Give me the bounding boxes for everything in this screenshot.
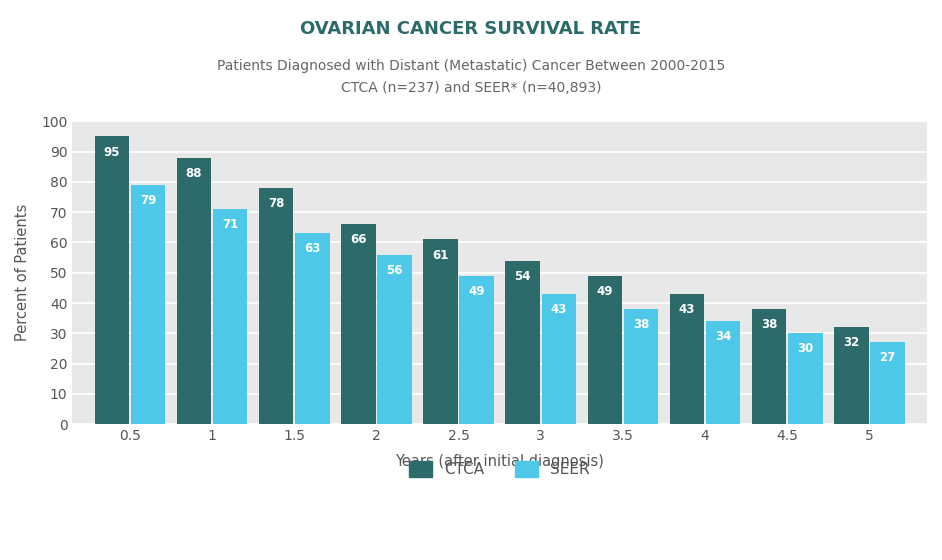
Bar	[94, 137, 129, 424]
Text: 71: 71	[222, 218, 238, 231]
Text: 38: 38	[761, 318, 777, 331]
Text: 49: 49	[468, 285, 485, 298]
Text: 78: 78	[268, 197, 284, 210]
Bar	[624, 309, 658, 424]
Bar	[870, 342, 905, 424]
Bar	[131, 185, 165, 424]
Bar	[588, 276, 622, 424]
Text: CTCA (n=237) and SEER* (n=40,893): CTCA (n=237) and SEER* (n=40,893)	[341, 81, 601, 95]
X-axis label: Years (after initial diagnosis): Years (after initial diagnosis)	[396, 454, 604, 469]
Text: 30: 30	[797, 342, 814, 356]
Text: 56: 56	[386, 264, 403, 277]
Bar	[341, 224, 376, 424]
Text: 32: 32	[843, 337, 859, 349]
Text: 34: 34	[715, 330, 731, 343]
Text: 27: 27	[880, 352, 896, 365]
Bar	[259, 188, 293, 424]
Bar	[377, 255, 412, 424]
Bar	[295, 234, 330, 424]
Text: 95: 95	[104, 146, 120, 158]
Text: 38: 38	[633, 318, 649, 331]
Y-axis label: Percent of Patients: Percent of Patients	[15, 204, 30, 342]
Text: 66: 66	[350, 234, 366, 246]
Text: 61: 61	[432, 249, 448, 262]
Text: 49: 49	[596, 285, 613, 298]
Text: 54: 54	[514, 270, 531, 283]
Text: OVARIAN CANCER SURVIVAL RATE: OVARIAN CANCER SURVIVAL RATE	[300, 20, 642, 38]
Text: 79: 79	[139, 194, 156, 207]
Legend: CTCA, SEER: CTCA, SEER	[403, 455, 596, 483]
Text: Patients Diagnosed with Distant (Metastatic) Cancer Between 2000-2015: Patients Diagnosed with Distant (Metasta…	[217, 59, 725, 73]
Bar	[460, 276, 494, 424]
Text: 63: 63	[304, 242, 320, 255]
Bar	[788, 333, 822, 424]
Bar	[177, 158, 211, 424]
Bar	[506, 260, 540, 424]
Text: 43: 43	[551, 303, 567, 316]
Bar	[706, 321, 740, 424]
Bar	[670, 294, 705, 424]
Bar	[834, 327, 869, 424]
Text: 88: 88	[186, 167, 203, 180]
Bar	[213, 209, 248, 424]
Text: 43: 43	[679, 303, 695, 316]
Bar	[752, 309, 787, 424]
Bar	[423, 240, 458, 424]
Bar	[542, 294, 577, 424]
